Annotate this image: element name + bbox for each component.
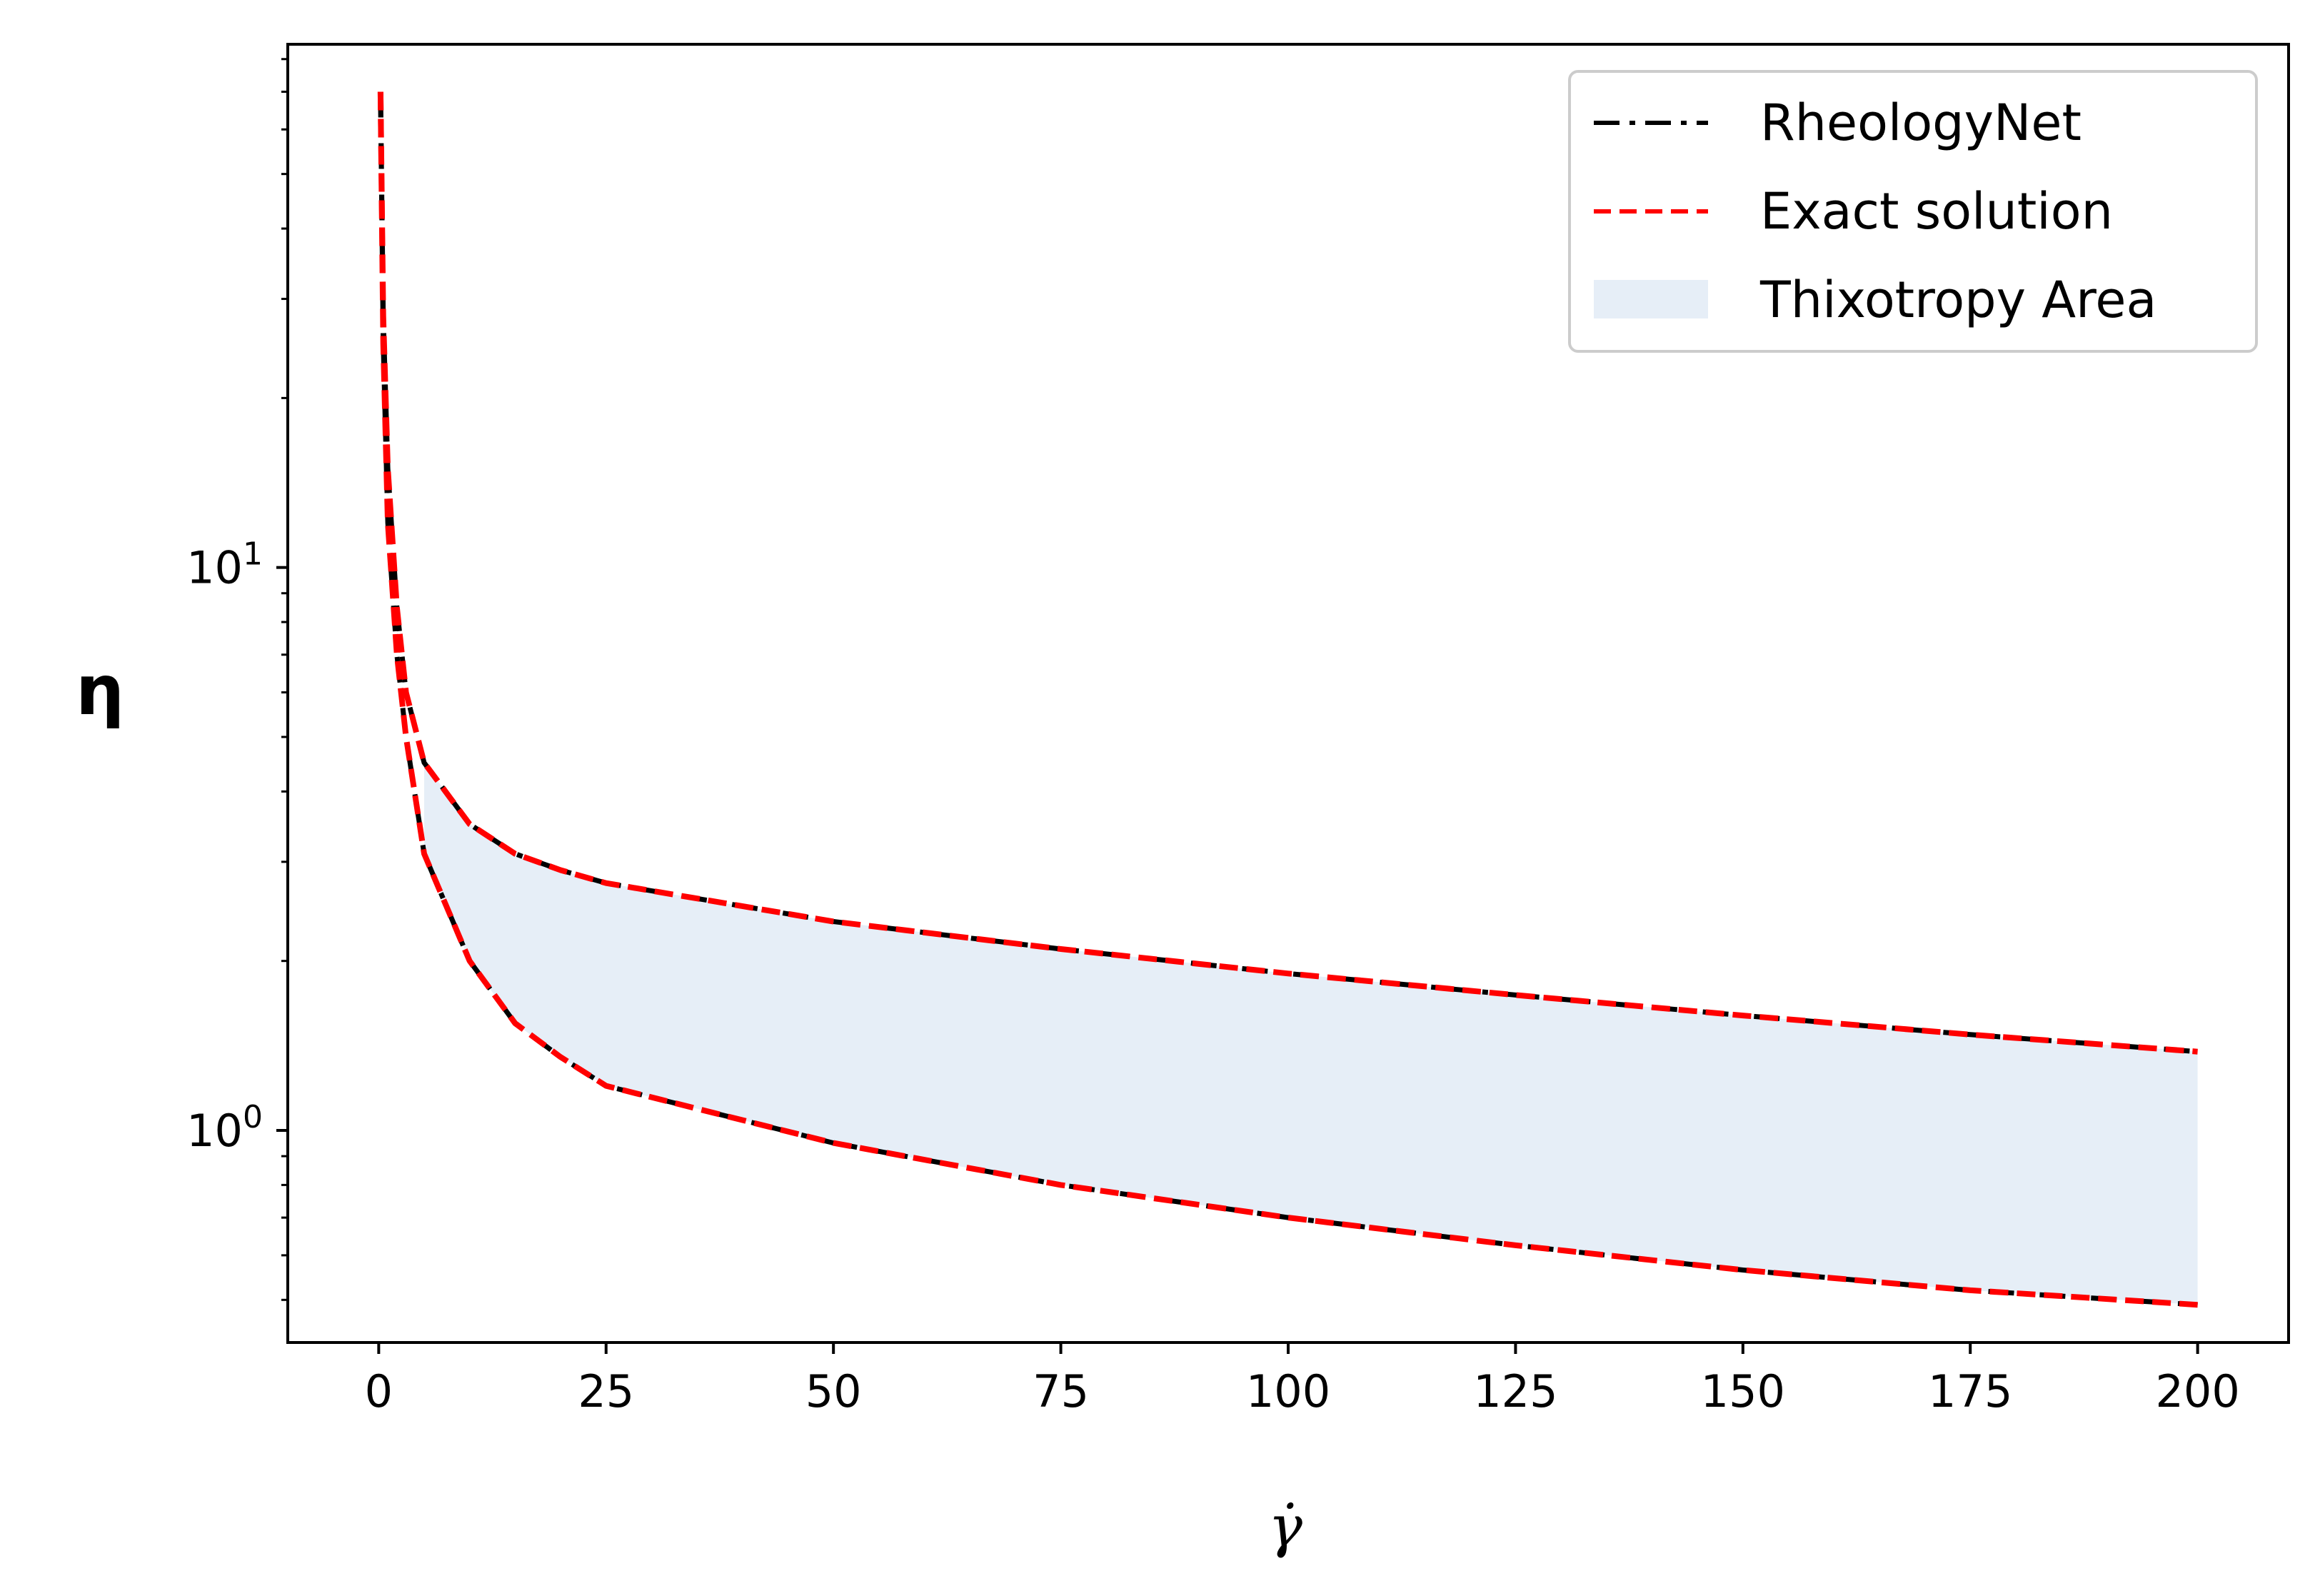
x-tick-label: 100	[1246, 1365, 1330, 1417]
x-tick-label: 50	[805, 1365, 862, 1417]
x-tick-label: 175	[1928, 1365, 2012, 1417]
y-axis-minor-ticks	[281, 58, 288, 1301]
series-exact-solution-lower-line	[377, 91, 2198, 1308]
y-axis-label: η	[76, 651, 124, 731]
series-exact-solution-upper-line	[377, 91, 2198, 1055]
y-tick-label: 101	[186, 536, 263, 594]
legend-label-thixotropy-area: Thixotropy Area	[1759, 271, 2156, 329]
legend-box	[1568, 70, 2258, 353]
legend-label-exact-solution: Exact solution	[1760, 182, 2113, 241]
x-axis-ticks: 0 25 50 75 100 125 150 175 200	[365, 1342, 2240, 1417]
x-tick-label: 0	[365, 1365, 393, 1417]
y-axis-ticks: 100 101	[186, 536, 288, 1157]
legend: RheologyNet Exact solution Thixotropy Ar…	[1568, 70, 2258, 353]
y-tick-label: 100	[186, 1099, 263, 1157]
series-lines-layer	[377, 91, 2198, 1308]
legend-swatch-thixotropy-area	[1594, 280, 1708, 318]
x-axis-label: γ̇	[1268, 1493, 1302, 1560]
x-tick-label: 75	[1033, 1365, 1089, 1417]
x-tick-label: 25	[578, 1365, 634, 1417]
x-tick-label: 150	[1701, 1365, 1785, 1417]
plot-area	[377, 91, 2198, 1308]
thixotropy-area-fill	[424, 763, 2198, 1305]
x-tick-label: 200	[2155, 1365, 2239, 1417]
x-tick-label: 125	[1473, 1365, 1557, 1417]
thixotropy-fill-layer	[424, 763, 2198, 1305]
legend-label-rheologynet: RheologyNet	[1760, 94, 2082, 152]
